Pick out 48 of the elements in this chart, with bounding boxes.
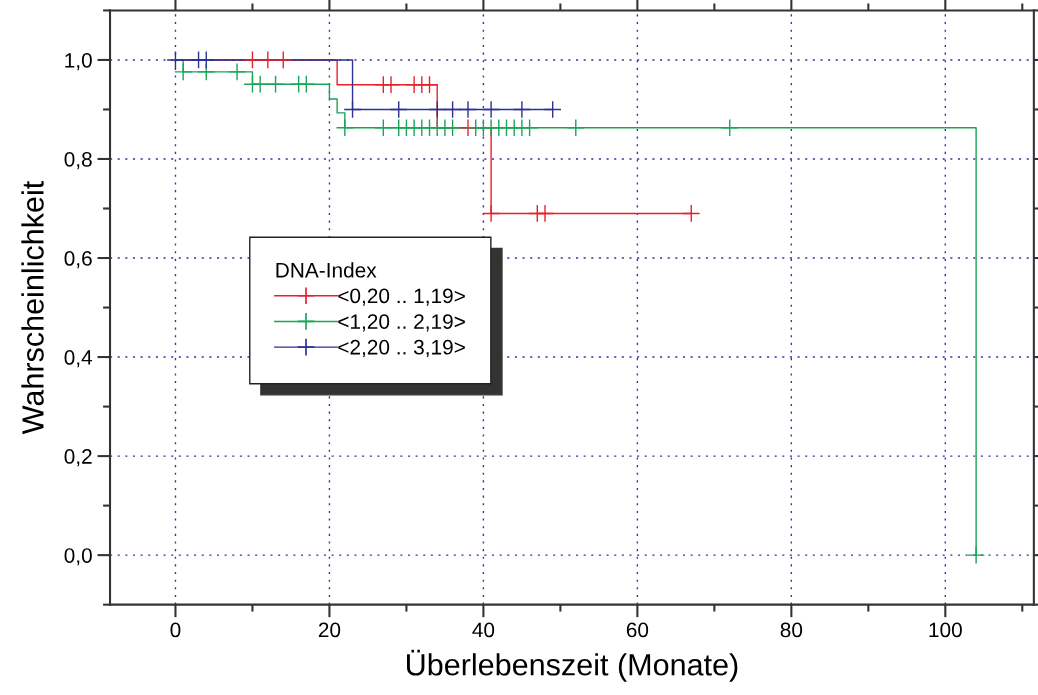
point — [389, 100, 408, 119]
point — [228, 62, 247, 81]
y-tick-label: 0,4 — [64, 350, 93, 368]
y-tick-label: 0,0 — [64, 548, 92, 566]
point — [443, 118, 462, 137]
x-tick-label: 20 — [318, 622, 341, 638]
point — [512, 100, 531, 119]
point — [258, 50, 277, 69]
point — [197, 50, 216, 69]
x-tick-label: 80 — [780, 622, 803, 638]
x-tick-label: 60 — [626, 622, 649, 638]
y-tick-label: 1,0 — [65, 52, 92, 71]
point — [297, 75, 316, 94]
y-tick-label: 0,6 — [64, 251, 92, 269]
point — [374, 118, 393, 137]
point — [482, 204, 501, 223]
point — [682, 204, 701, 223]
point — [166, 50, 185, 69]
point — [566, 118, 585, 137]
point — [458, 100, 478, 119]
point — [543, 100, 562, 119]
point — [335, 118, 354, 137]
point — [443, 100, 462, 119]
point — [428, 100, 447, 119]
point — [243, 50, 262, 69]
legend-title: DNA-Index — [276, 262, 377, 278]
point — [720, 118, 739, 137]
x-tick-label: 40 — [472, 622, 495, 638]
y-tick-label: 0,2 — [64, 449, 92, 467]
legend-label: <2,20 .. 3,19> — [338, 339, 465, 358]
x-axis-title: Überlebenszeit (Monate) — [407, 649, 738, 682]
point — [420, 75, 439, 94]
point — [535, 204, 555, 223]
point — [967, 546, 986, 565]
point — [343, 100, 362, 119]
legend-label: <1,20 .. 2,19> — [338, 314, 465, 332]
x-tick-label: 0 — [170, 622, 181, 638]
point — [520, 118, 539, 137]
y-tick-label: 0,8 — [64, 151, 92, 170]
point — [482, 100, 501, 119]
x-tick-label: 100 — [929, 622, 962, 638]
point — [274, 50, 293, 69]
point — [266, 75, 285, 94]
point — [251, 75, 270, 94]
point — [381, 75, 401, 94]
point — [174, 62, 193, 81]
y-axis-title: Wahrscheinlichkeit — [21, 180, 44, 435]
legend-label: <0,20 .. 1,19> — [338, 288, 465, 306]
